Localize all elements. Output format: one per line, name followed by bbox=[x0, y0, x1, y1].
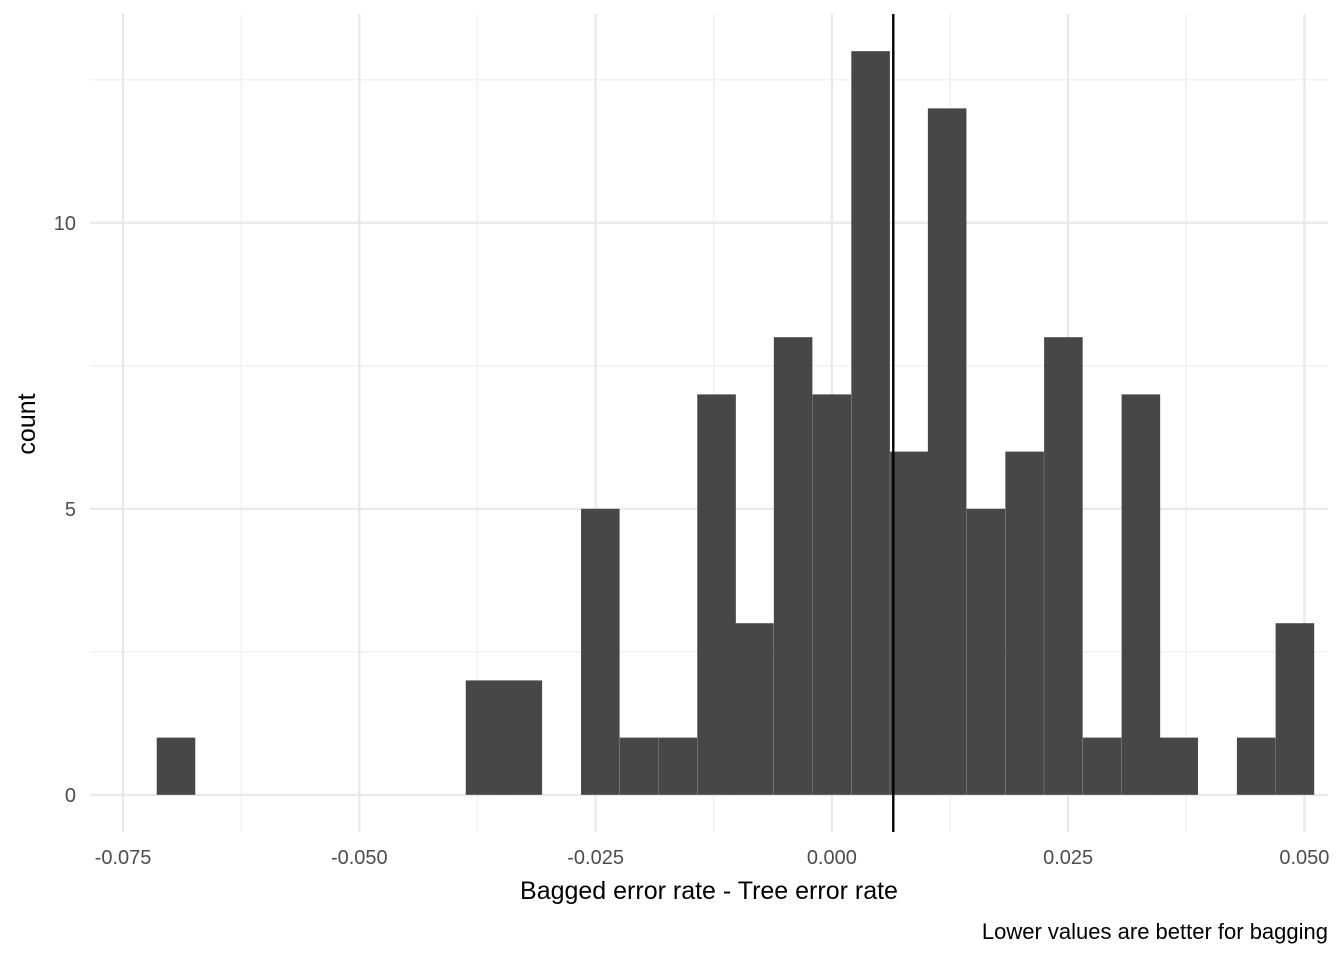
y-axis-tick-labels: 0 5 10 bbox=[54, 213, 76, 807]
x-tick-label: -0.025 bbox=[567, 847, 624, 869]
histogram-bar bbox=[619, 737, 659, 795]
x-tick-label: 0.000 bbox=[807, 847, 857, 869]
x-axis-tick-labels: -0.075 -0.050 -0.025 0.000 0.025 0.050 bbox=[95, 847, 1330, 869]
histogram-bar bbox=[503, 680, 543, 795]
histogram-bar bbox=[1121, 394, 1161, 795]
y-tick-label: 10 bbox=[54, 213, 76, 235]
x-tick-label: -0.075 bbox=[95, 847, 152, 869]
histogram-bar bbox=[658, 737, 698, 795]
histogram-bar bbox=[465, 680, 505, 795]
histogram-bar bbox=[1044, 337, 1083, 795]
y-tick-label: 5 bbox=[65, 499, 76, 521]
histogram-bar bbox=[1236, 737, 1276, 795]
histogram-bar bbox=[156, 737, 196, 795]
histogram-bar bbox=[581, 508, 620, 795]
x-tick-label: -0.050 bbox=[331, 847, 388, 869]
histogram-bar bbox=[1082, 737, 1122, 795]
histogram-bar bbox=[1159, 737, 1198, 795]
y-axis-title: count bbox=[13, 393, 41, 454]
histogram-bar bbox=[1005, 451, 1044, 795]
histogram-bar bbox=[851, 51, 890, 795]
histogram-bar bbox=[966, 508, 1006, 795]
histogram-bar bbox=[697, 394, 736, 795]
x-tick-label: 0.050 bbox=[1279, 847, 1329, 869]
histogram-bars bbox=[156, 51, 1315, 795]
histogram-bar bbox=[773, 337, 813, 795]
x-axis-title: Bagged error rate - Tree error rate bbox=[520, 877, 898, 905]
x-tick-label: 0.025 bbox=[1043, 847, 1093, 869]
histogram-bar bbox=[735, 623, 774, 795]
histogram-bar bbox=[1275, 623, 1315, 795]
histogram-bar bbox=[812, 394, 852, 795]
chart-caption: Lower values are better for bagging bbox=[982, 919, 1328, 944]
histogram-bar bbox=[927, 108, 967, 795]
y-tick-label: 0 bbox=[65, 785, 76, 807]
histogram-bar bbox=[890, 451, 929, 795]
